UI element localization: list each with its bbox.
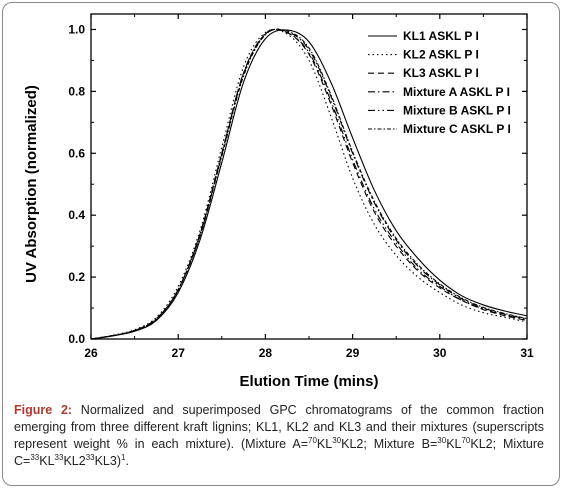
caption-text: KL	[39, 454, 55, 468]
y-tick-label: 1.0	[68, 22, 85, 36]
caption-superscript: 33	[54, 452, 64, 462]
x-axis-title: Elution Time (mins)	[240, 373, 379, 390]
series-line-4	[90, 28, 528, 340]
caption-superscript: 1	[121, 452, 126, 462]
caption-figure-label: Figure 2:	[14, 403, 73, 417]
caption-text: KL2	[63, 454, 86, 468]
y-tick-label: 0.6	[68, 146, 85, 160]
series-line-1	[90, 29, 528, 340]
caption-text: KL	[446, 437, 462, 451]
caption-superscript: 33	[30, 452, 40, 462]
series-line-6	[90, 28, 528, 340]
figure-caption: Figure 2: Normalized and superimposed GP…	[14, 402, 544, 470]
legend-label-6: Mixture C ASKL P I	[403, 122, 511, 136]
caption-superscript: 30	[332, 435, 342, 445]
legend-label-1: KL1 ASKL P I	[403, 29, 479, 43]
caption-text: .	[125, 454, 129, 468]
x-tick-label: 30	[433, 346, 447, 360]
y-tick-label: 0.4	[68, 208, 85, 222]
gpc-chart: 26 27 28 29 30 31 0.0 0.2 0.4 0.6 0.8 1.0 KL1 ASKL …	[23, 13, 534, 390]
series-line-5	[90, 28, 528, 340]
legend-label-5: Mixture B ASKL P I	[403, 103, 511, 117]
chart-axes	[90, 13, 528, 340]
legend-label-2: KL2 ASKL P I	[403, 48, 479, 62]
x-tick-label: 26	[84, 346, 98, 360]
y-tick-label: 0.8	[68, 84, 85, 98]
caption-text: Normalized and superimposed GPC chromato…	[14, 403, 544, 451]
figure-frame	[2, 2, 560, 486]
x-tick-label: 31	[520, 346, 534, 360]
caption-text: KL2; Mixture B=	[341, 437, 438, 451]
y-tick-label: 0.0	[68, 332, 85, 346]
plot-frame	[90, 13, 528, 340]
caption-superscript: 30	[437, 435, 447, 445]
chart-ticks: 26 27 28 29 30 31 0.0 0.2 0.4 0.6 0.8 1.0	[68, 14, 534, 360]
caption-text: KL2; Mixture C=	[14, 437, 544, 468]
x-tick-label: 27	[172, 346, 186, 360]
x-tick-label: 28	[259, 346, 273, 360]
caption-text: KL	[316, 437, 333, 451]
y-axis-title: UV Absorption (normalized)	[23, 85, 40, 283]
legend-label-3: KL3 ASKL P I	[403, 66, 479, 80]
caption-superscript: 33	[85, 452, 95, 462]
caption-superscript: 70	[308, 435, 317, 445]
chart-series	[90, 28, 528, 340]
y-tick-label: 0.2	[68, 270, 85, 284]
x-tick-label: 29	[346, 346, 360, 360]
chart-legend: KL1 ASKL P I KL2 ASKL P I KL3 ASKL P I Mixt…	[368, 29, 511, 136]
legend-label-4: Mixture A ASKL P I	[403, 85, 510, 99]
caption-superscript: 70	[461, 435, 471, 445]
caption-text: KL3)	[94, 454, 121, 468]
